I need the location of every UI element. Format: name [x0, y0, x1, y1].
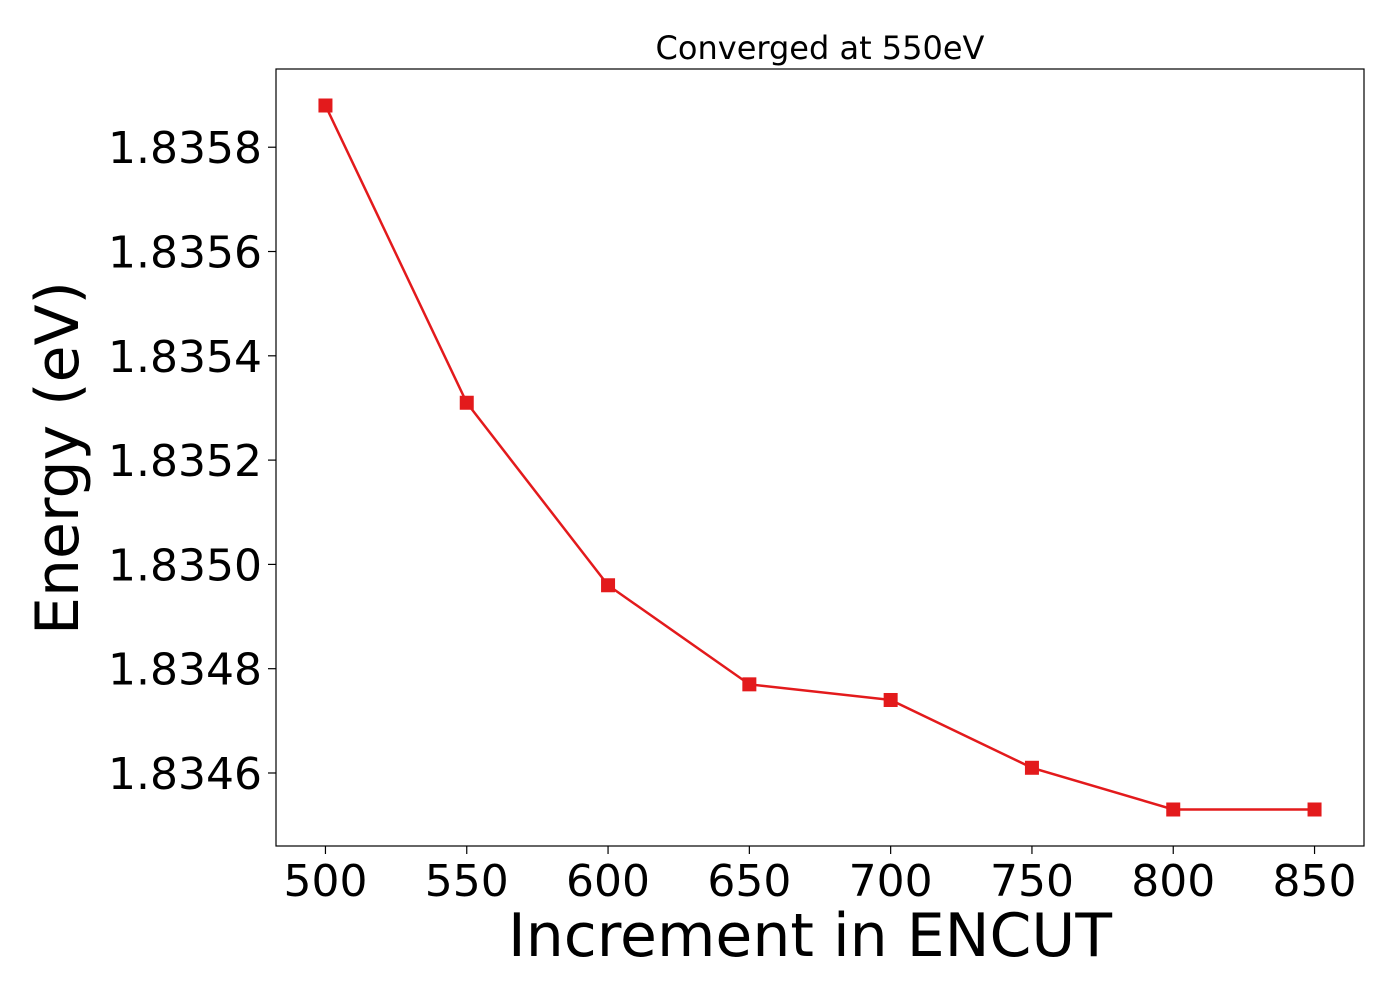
y-tick-label: 1.8352 — [108, 436, 262, 487]
x-tick-label: 600 — [566, 856, 650, 907]
chart-title: Converged at 550eV — [656, 29, 985, 67]
series-line — [324, 104, 1315, 811]
plot-area — [275, 68, 1365, 847]
data-point — [1024, 760, 1039, 775]
y-tick-label: 1.8350 — [108, 540, 262, 591]
x-tick-label: 650 — [707, 856, 791, 907]
x-tick-label: 700 — [849, 856, 933, 907]
x-tick-label: 750 — [990, 856, 1074, 907]
y-axis-title: Energy (eV) — [23, 281, 93, 635]
data-point — [742, 677, 757, 692]
y-tick-label: 1.8354 — [108, 332, 262, 383]
x-axis-title: Increment in ENCUT — [508, 901, 1112, 971]
data-point — [318, 98, 333, 113]
data-point — [883, 692, 898, 707]
x-tick-label: 550 — [425, 856, 509, 907]
x-tick-label: 800 — [1131, 856, 1215, 907]
data-point — [459, 395, 474, 410]
y-tick-label: 1.8356 — [108, 228, 262, 279]
x-tick-label: 500 — [283, 856, 367, 907]
data-point — [1307, 802, 1322, 817]
y-tick-label: 1.8348 — [108, 645, 262, 696]
x-tick-label: 850 — [1273, 856, 1357, 907]
data-point — [1166, 802, 1181, 817]
y-axis: 1.8346 1.8348 1.8350 1.8352 1.8354 1.8356 1.83… — [108, 123, 276, 800]
y-tick-label: 1.8346 — [108, 749, 262, 800]
series-group — [318, 98, 1322, 817]
x-axis: 500 550 600 650 700 750 800 850 — [283, 846, 1357, 907]
data-point — [601, 578, 616, 593]
y-tick-label: 1.8358 — [108, 123, 262, 174]
